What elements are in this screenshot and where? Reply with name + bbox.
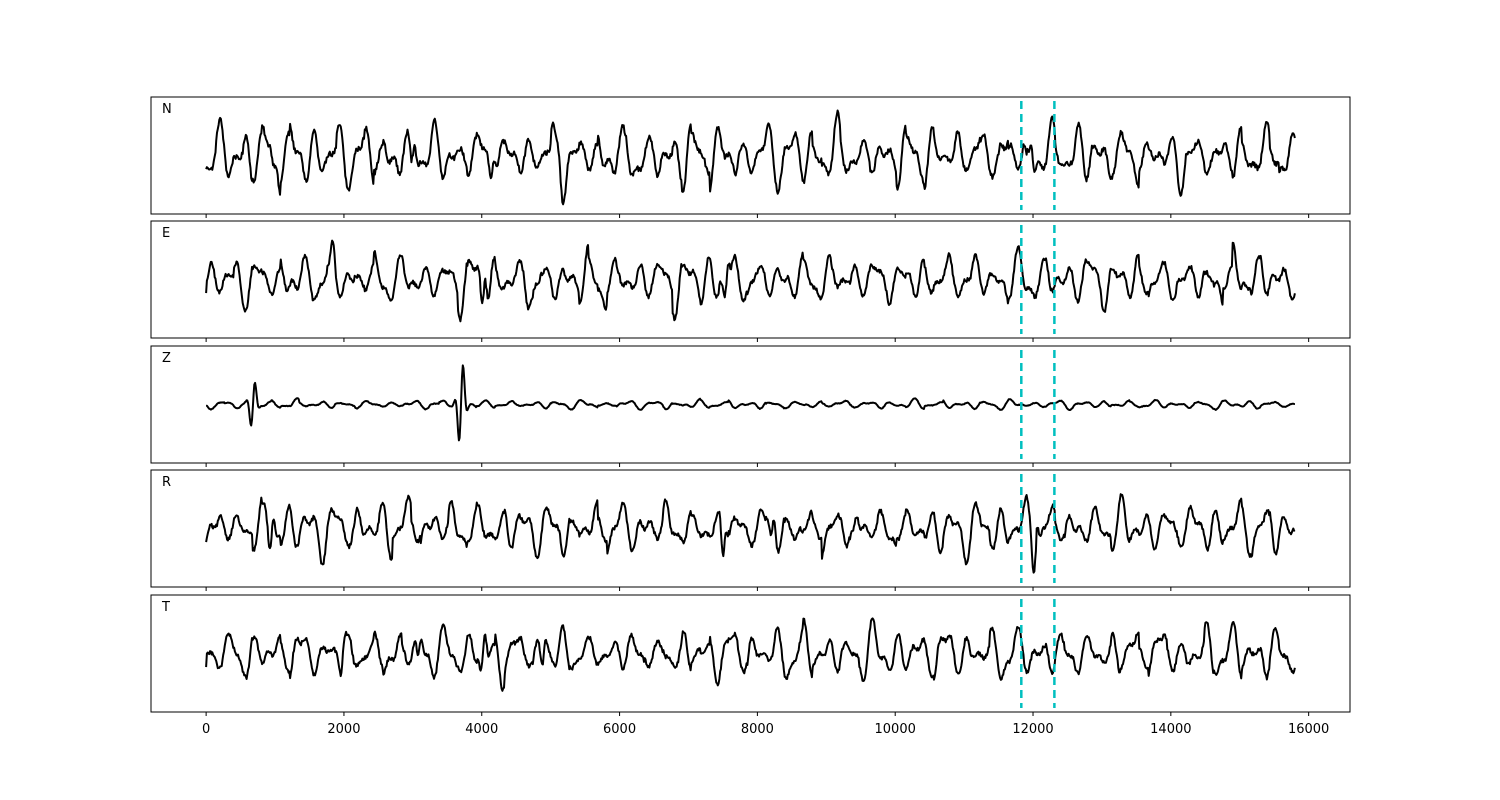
x-tick-label: 6000: [603, 722, 636, 737]
panel-frame: [150, 594, 1351, 713]
panels-group: N E Z R T: [150, 96, 1351, 716]
x-tick-label: 12000: [1012, 722, 1053, 737]
panel-frame: [150, 96, 1351, 215]
panel-label: E: [162, 226, 170, 241]
x-tick-label: 2000: [327, 722, 360, 737]
panel-label: N: [162, 102, 172, 117]
waveform-n: [205, 109, 1296, 206]
panel-frame: [150, 469, 1351, 588]
x-tick-label: 16000: [1288, 722, 1329, 737]
waveform-z: [205, 364, 1296, 442]
x-axis: 0 2000 4000 6000 8000 10000 12000 14000 16000: [202, 722, 1329, 737]
panel-z: Z: [150, 345, 1351, 467]
x-tick-label: 8000: [741, 722, 774, 737]
panel-label: R: [162, 475, 171, 490]
x-tick-label: 10000: [875, 722, 916, 737]
waveform-e: [205, 239, 1296, 323]
x-tick-label: 0: [202, 722, 210, 737]
panel-label: Z: [162, 351, 171, 366]
panel-frame: [150, 345, 1351, 464]
panel-e: E: [150, 220, 1351, 342]
waveform-r: [205, 493, 1296, 574]
panel-r: R: [150, 469, 1351, 591]
panel-t: T: [150, 594, 1351, 716]
x-tick-label: 14000: [1150, 722, 1191, 737]
x-tick-label: 4000: [465, 722, 498, 737]
waveform-t: [205, 617, 1296, 692]
panel-frame: [150, 220, 1351, 339]
panel-n: N: [150, 96, 1351, 218]
panel-label: T: [161, 600, 170, 615]
